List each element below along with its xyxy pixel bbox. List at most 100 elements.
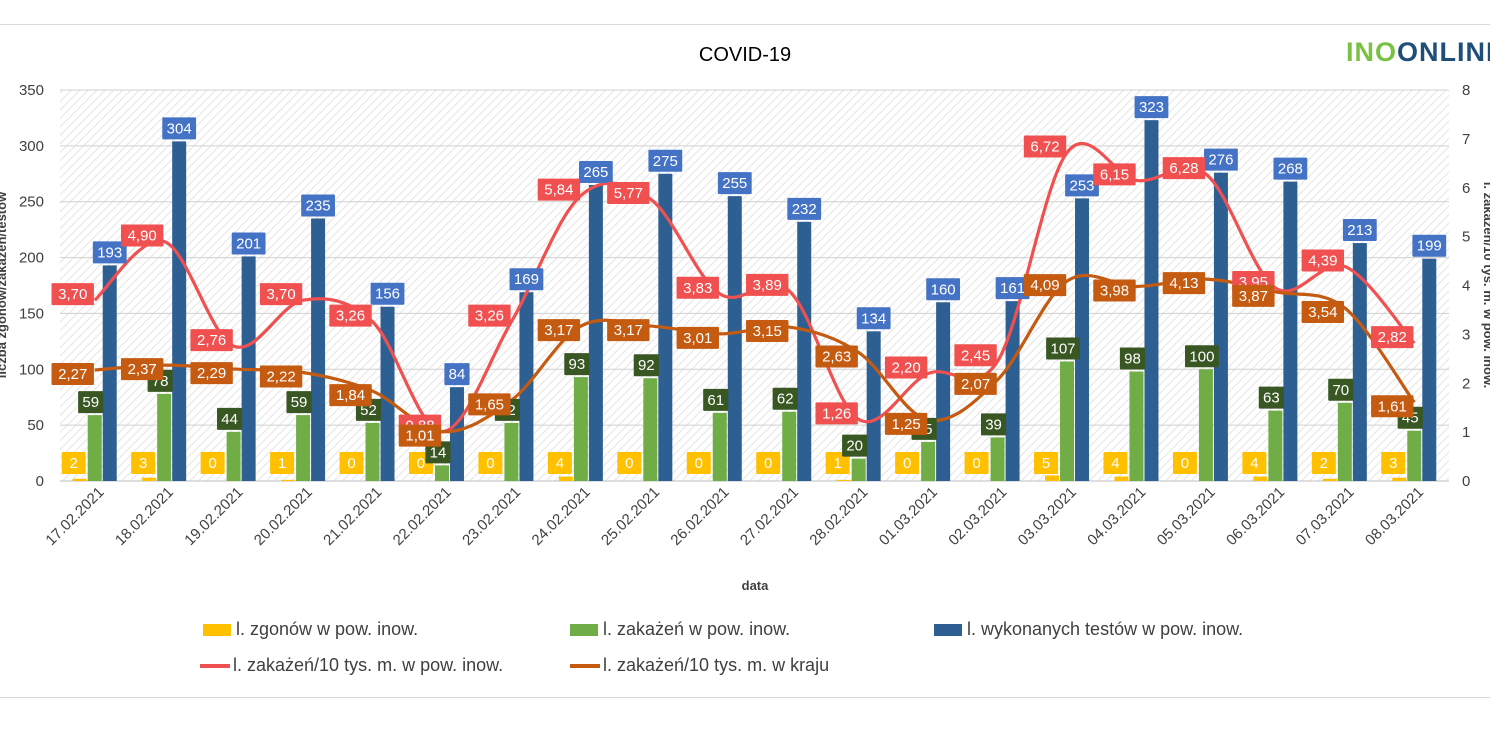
legend: l. zgonów w pow. inow. l. zakażeń w pow. … [200,619,1243,675]
label-infections-box [1258,386,1284,409]
bar-deaths [281,479,296,481]
label-infections-box [1046,337,1080,360]
label-deaths-text: 0 [347,455,355,472]
label-national-rate-box [815,345,858,368]
label-deaths-box [200,452,225,474]
label-local-rate: 3,89 [746,273,789,296]
bar-tests [311,218,326,481]
label-local-rate-box [120,224,164,247]
label-local-rate-box [954,344,997,367]
label-deaths-box [1242,452,1267,474]
label-deaths: 3 [131,452,156,474]
label-local-rate-box [537,178,581,201]
label-tests: 255 [717,172,752,195]
label-national-rate-box [954,372,997,395]
label-deaths-box [1034,452,1059,474]
label-local-rate: 5,77 [607,181,650,204]
chart-title: COVID-19 [699,44,791,66]
bar-infections [643,378,658,481]
label-tests-box [1204,148,1238,171]
label-local-rate: 4,39 [1301,249,1345,272]
x-tick-label: 26.02.2021 [667,484,732,549]
bar-tests [1144,120,1159,482]
label-tests-text: 268 [1278,161,1303,178]
y-axis-left-title: liczba zgonów/zakażeń/testów [0,191,9,378]
label-national-rate: 1,84 [329,384,372,407]
label-deaths-text: 0 [625,455,633,472]
label-local-rate-box [468,304,511,327]
label-tests-text: 323 [1139,99,1164,116]
label-tests: 235 [301,194,335,217]
label-deaths: 2 [61,452,86,474]
bar-tests [1213,172,1228,481]
label-national-rate: 1,61 [1371,395,1414,418]
label-tests: 232 [787,197,822,220]
label-infections: 107 [1046,337,1080,360]
label-national-rate-text: 2,63 [822,348,851,365]
label-national-rate-text: 3,87 [1239,288,1268,305]
label-deaths: 5 [1034,452,1059,474]
label-local-rate-text: 2,76 [197,332,226,349]
bar-deaths [72,478,87,481]
label-local-rate-box [190,329,233,352]
x-tick-label: 20.02.2021 [251,484,316,549]
label-national-rate: 2,63 [815,345,858,368]
label-infections-box [842,434,868,457]
label-tests-text: 199 [1417,238,1442,255]
label-deaths-text: 0 [972,455,980,472]
label-tests-box [995,277,1030,300]
label-deaths-text: 4 [556,455,564,472]
bar-tests [1005,301,1020,481]
legend-swatch [934,624,962,636]
y-tick-label: 50 [27,417,44,434]
label-local-rate-text: 6,28 [1169,160,1198,177]
bar-infections [434,465,449,481]
label-deaths-text: 0 [695,455,703,472]
label-local-rate-text: 2,20 [892,359,921,376]
label-deaths-box [825,452,850,474]
label-national-rate-text: 1,84 [336,387,365,404]
label-local-rate: 3,26 [468,304,511,327]
label-national-rate-box [1371,395,1414,418]
bar-infections [712,412,727,481]
label-infections-box [633,354,659,377]
label-deaths-text: 1 [834,455,842,472]
label-national-rate-text: 3,15 [753,323,782,340]
bar-infections [87,415,102,481]
label-infections-box [1328,378,1354,401]
label-deaths: 0 [1172,452,1197,474]
label-national-rate-text: 2,07 [961,376,990,393]
label-infections-text: 59 [82,394,99,411]
label-tests-text: 265 [583,164,608,181]
label-infections-text: 62 [777,391,794,408]
label-national-rate-box [537,319,581,342]
label-national-rate: 2,27 [51,363,94,386]
label-national-rate-text: 1,01 [405,428,434,445]
label-tests-text: 276 [1208,152,1233,169]
label-tests: 169 [509,268,544,291]
label-tests: 276 [1204,148,1238,171]
label-deaths-text: 0 [764,455,772,472]
label-national-rate-box [884,412,928,435]
label-tests-box [926,278,961,301]
label-infections-text: 52 [360,402,377,419]
bar-infections [990,437,1005,481]
label-national-rate: 2,07 [954,372,997,395]
label-deaths-text: 3 [1389,455,1397,472]
y2-tick-label: 8 [1462,82,1470,99]
label-local-rate-text: 2,82 [1378,329,1407,346]
y-tick-label: 300 [19,138,44,155]
label-national-rate-box [746,320,789,343]
label-deaths-box [131,452,156,474]
label-national-rate-box [120,358,164,381]
label-national-rate-box [190,362,233,385]
label-tests-text: 201 [236,235,261,252]
label-deaths-box [1311,452,1336,474]
label-deaths: 0 [617,452,642,474]
label-deaths: 0 [895,452,920,474]
bar-infections [1129,371,1144,481]
label-local-rate-box [1301,249,1345,272]
label-tests-text: 134 [861,310,886,327]
label-tests-text: 169 [514,271,539,288]
label-tests-text: 232 [792,201,817,218]
